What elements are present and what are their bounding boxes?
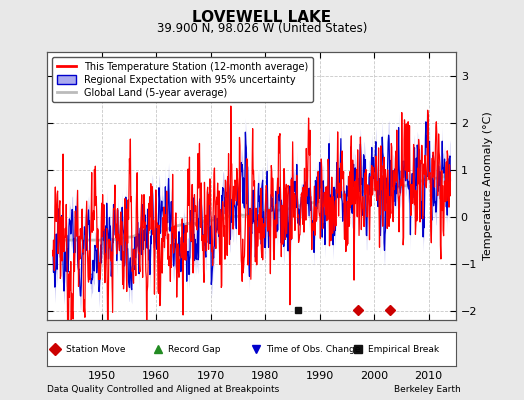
Text: LOVEWELL LAKE: LOVEWELL LAKE — [192, 10, 332, 25]
Text: Record Gap: Record Gap — [168, 344, 220, 354]
Y-axis label: Temperature Anomaly (°C): Temperature Anomaly (°C) — [483, 112, 493, 260]
Legend: This Temperature Station (12-month average), Regional Expectation with 95% uncer: This Temperature Station (12-month avera… — [52, 57, 313, 102]
Text: Station Move: Station Move — [66, 344, 125, 354]
Text: 39.900 N, 98.026 W (United States): 39.900 N, 98.026 W (United States) — [157, 22, 367, 35]
Text: Empirical Break: Empirical Break — [368, 344, 439, 354]
Text: Time of Obs. Change: Time of Obs. Change — [266, 344, 360, 354]
Text: Data Quality Controlled and Aligned at Breakpoints: Data Quality Controlled and Aligned at B… — [47, 385, 279, 394]
Text: Berkeley Earth: Berkeley Earth — [395, 385, 461, 394]
